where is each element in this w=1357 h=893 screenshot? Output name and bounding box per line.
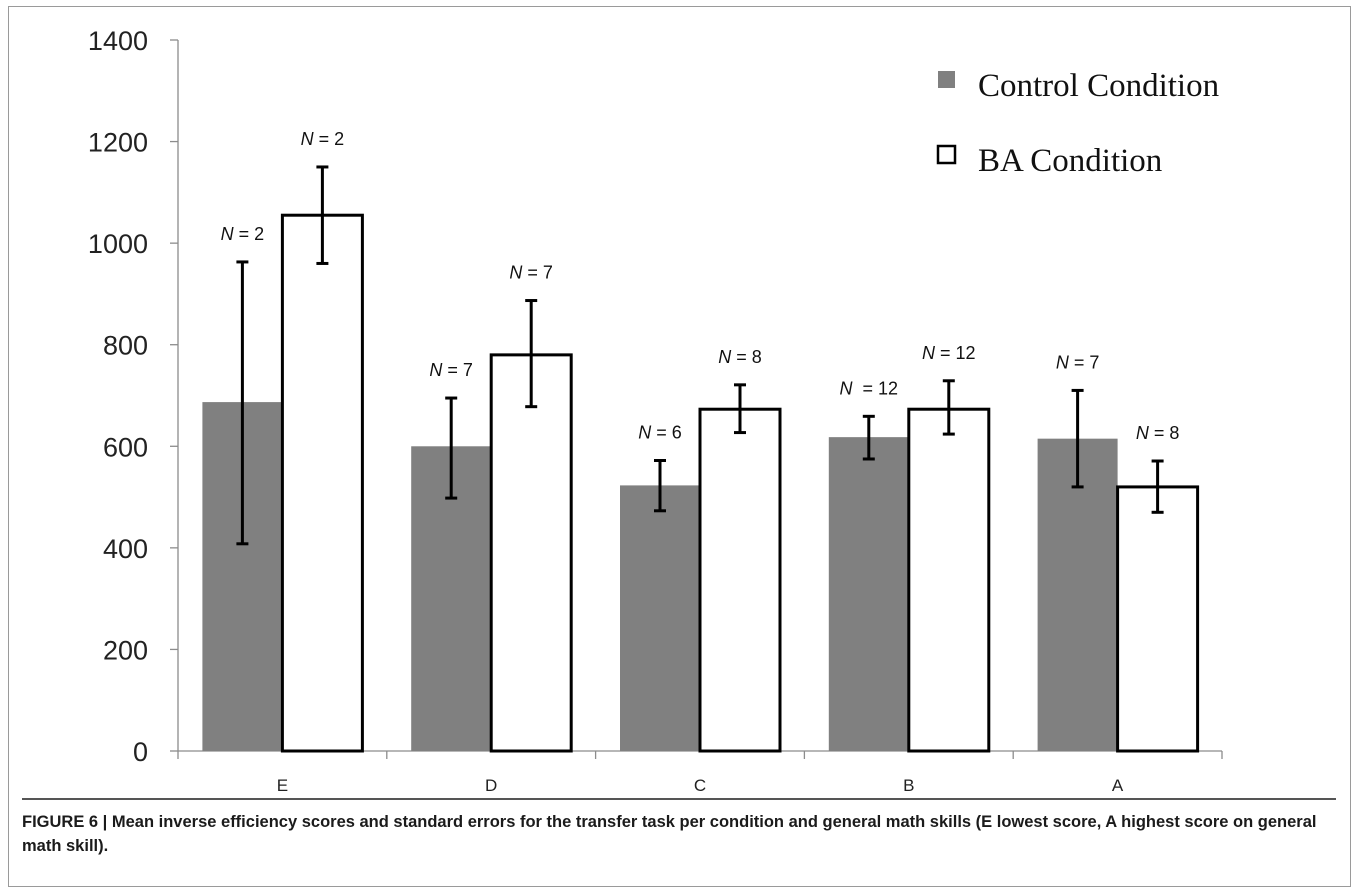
- bar-ba-B: [907, 407, 991, 753]
- y-tick-label: 0: [133, 737, 148, 767]
- y-tick-label: 200: [103, 635, 148, 665]
- legend-swatch-ba: [936, 144, 957, 165]
- error-bars: [236, 165, 1164, 546]
- bars: [202, 213, 1200, 753]
- n-label: N = 7: [509, 263, 553, 283]
- n-label: N = 7: [1056, 352, 1100, 372]
- legend-label-control: Control Condition: [978, 68, 1219, 104]
- n-label: N = 8: [718, 347, 762, 367]
- n-label: N = 8: [1136, 423, 1180, 443]
- bar-control-A: [1037, 438, 1118, 751]
- bar-control-C: [620, 485, 700, 751]
- x-tick-label: C: [694, 776, 706, 795]
- y-tick-label: 1200: [88, 128, 148, 158]
- y-tick-label: 1000: [88, 229, 148, 259]
- n-label: N = 2: [221, 224, 265, 244]
- n-label: N = 7: [429, 360, 473, 380]
- figure-frame: [8, 6, 1351, 887]
- legend: Control Condition BA Condition: [936, 68, 1219, 179]
- n-label: N = 2: [301, 129, 345, 149]
- axes: 0 200 400 600 800 1000 1200 1400 E D C B A: [88, 26, 1223, 795]
- n-labels: N = 2 N = 2 N = 7 N = 7 N = 6 N = 8 N = 12 N = …: [221, 129, 1180, 443]
- n-label: N = 12: [840, 378, 899, 398]
- x-tick-label: A: [1112, 776, 1124, 795]
- caption-separator: [22, 798, 1336, 800]
- legend-label-ba: BA Condition: [978, 143, 1162, 179]
- y-tick-label: 1400: [88, 26, 148, 56]
- bar-ba-A: [1116, 485, 1200, 753]
- legend-swatch-control: [938, 71, 955, 88]
- figure-caption: FIGURE 6 | Mean inverse efficiency score…: [22, 813, 1317, 855]
- bar-ba-C: [698, 407, 782, 753]
- y-tick-label: 400: [103, 534, 148, 564]
- x-tick-label: B: [903, 776, 914, 795]
- x-tick-label: E: [277, 776, 288, 795]
- x-tick-label: D: [485, 776, 497, 795]
- bar-ba-E: [280, 213, 364, 753]
- bar-control-B: [828, 437, 909, 751]
- y-tick-label: 800: [103, 331, 148, 361]
- y-tick-label: 600: [103, 432, 148, 462]
- bar-ba-D: [489, 353, 573, 753]
- n-label: N = 6: [638, 423, 682, 443]
- n-label: N = 12: [922, 343, 976, 363]
